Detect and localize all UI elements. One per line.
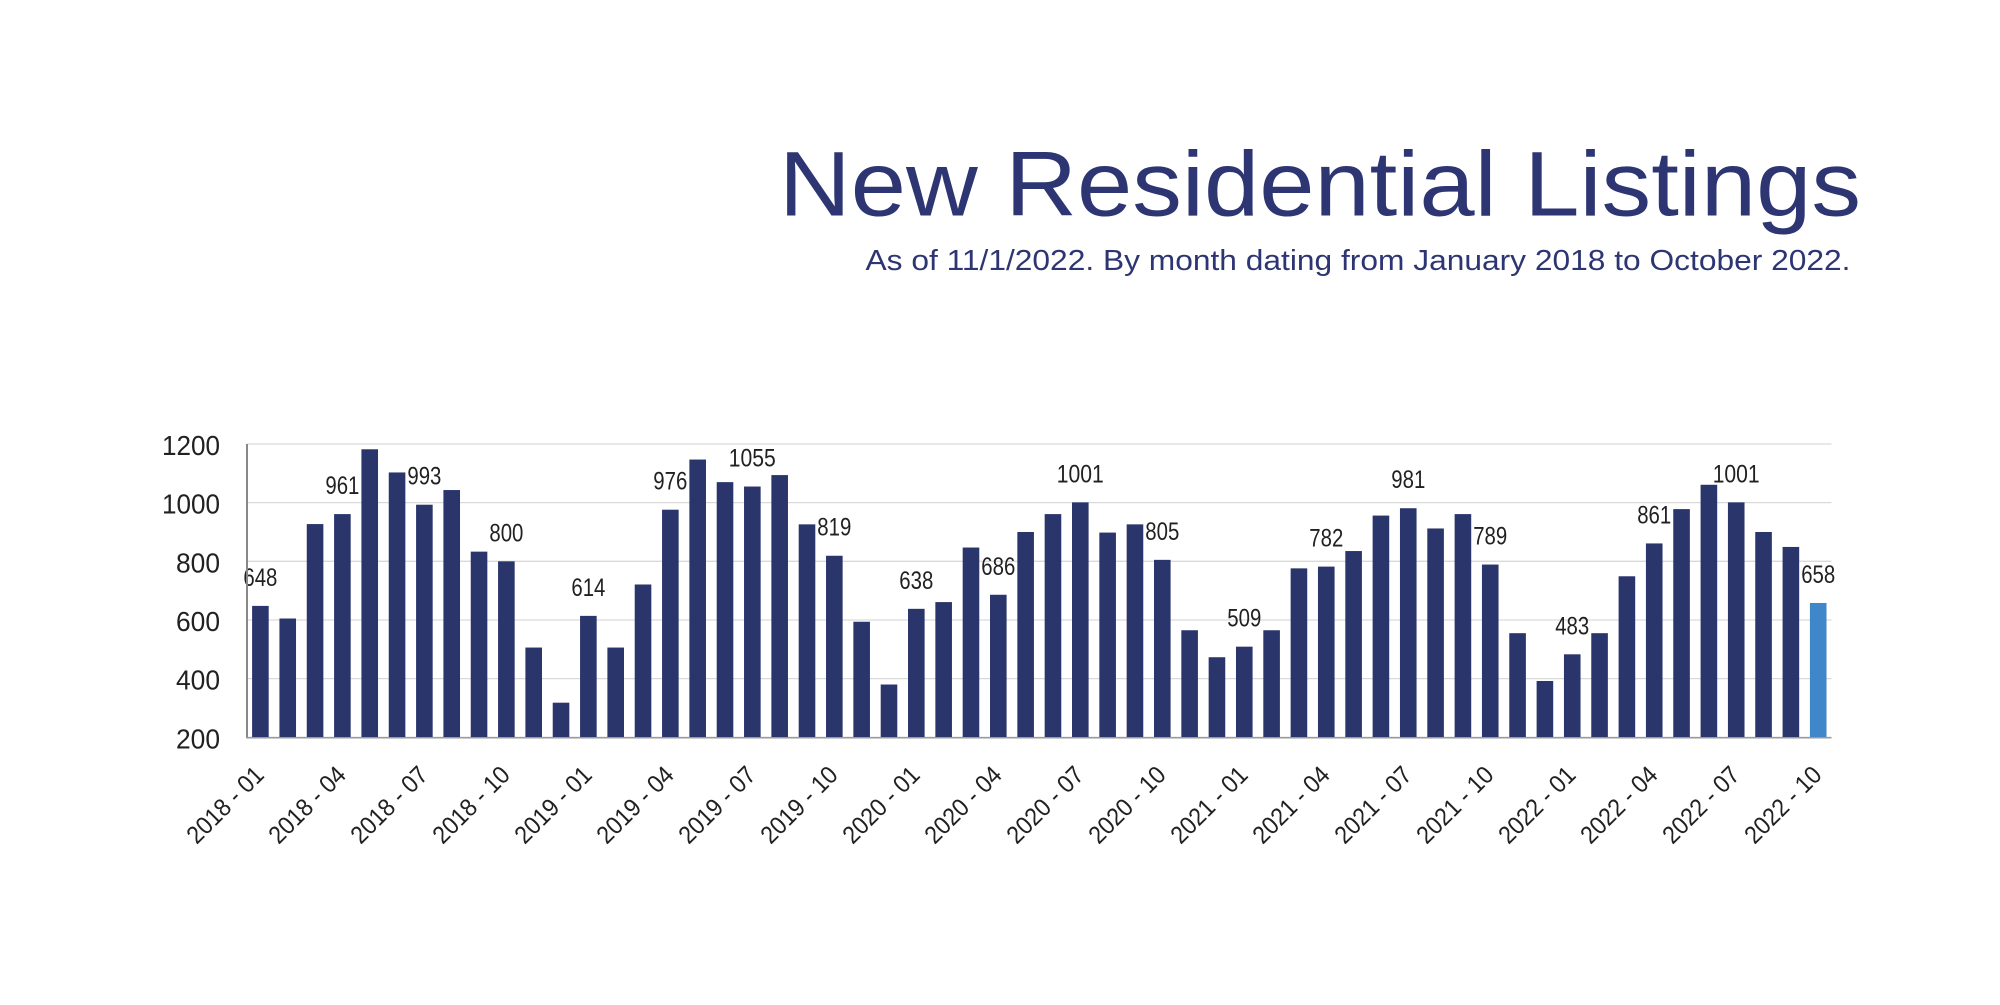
- svg-text:686: 686: [981, 553, 1015, 581]
- svg-text:New Residential Listings: New Residential Listings: [779, 134, 1861, 236]
- svg-text:1200: 1200: [162, 430, 220, 461]
- svg-text:1000: 1000: [162, 489, 220, 520]
- svg-text:648: 648: [243, 564, 277, 592]
- svg-text:1001: 1001: [1713, 460, 1760, 488]
- svg-text:800: 800: [176, 547, 220, 578]
- svg-text:819: 819: [817, 514, 851, 542]
- svg-text:805: 805: [1145, 518, 1179, 546]
- svg-text:1055: 1055: [729, 445, 776, 473]
- svg-text:614: 614: [571, 574, 605, 602]
- svg-text:600: 600: [176, 606, 220, 637]
- svg-text:789: 789: [1473, 523, 1507, 551]
- svg-text:782: 782: [1309, 525, 1343, 553]
- svg-text:1001: 1001: [1057, 460, 1104, 488]
- svg-text:400: 400: [176, 665, 220, 696]
- svg-text:976: 976: [653, 468, 687, 496]
- svg-text:800: 800: [489, 519, 523, 547]
- svg-text:658: 658: [1801, 561, 1835, 589]
- svg-text:509: 509: [1227, 605, 1261, 633]
- svg-text:993: 993: [407, 463, 441, 491]
- svg-text:981: 981: [1391, 466, 1425, 494]
- svg-text:861: 861: [1637, 501, 1671, 529]
- svg-text:638: 638: [899, 567, 933, 595]
- svg-text:200: 200: [176, 723, 220, 754]
- svg-text:483: 483: [1555, 612, 1589, 640]
- svg-text:961: 961: [325, 472, 359, 500]
- svg-text:As of 11/1/2022. By month dati: As of 11/1/2022. By month dating from Ja…: [866, 245, 1851, 277]
